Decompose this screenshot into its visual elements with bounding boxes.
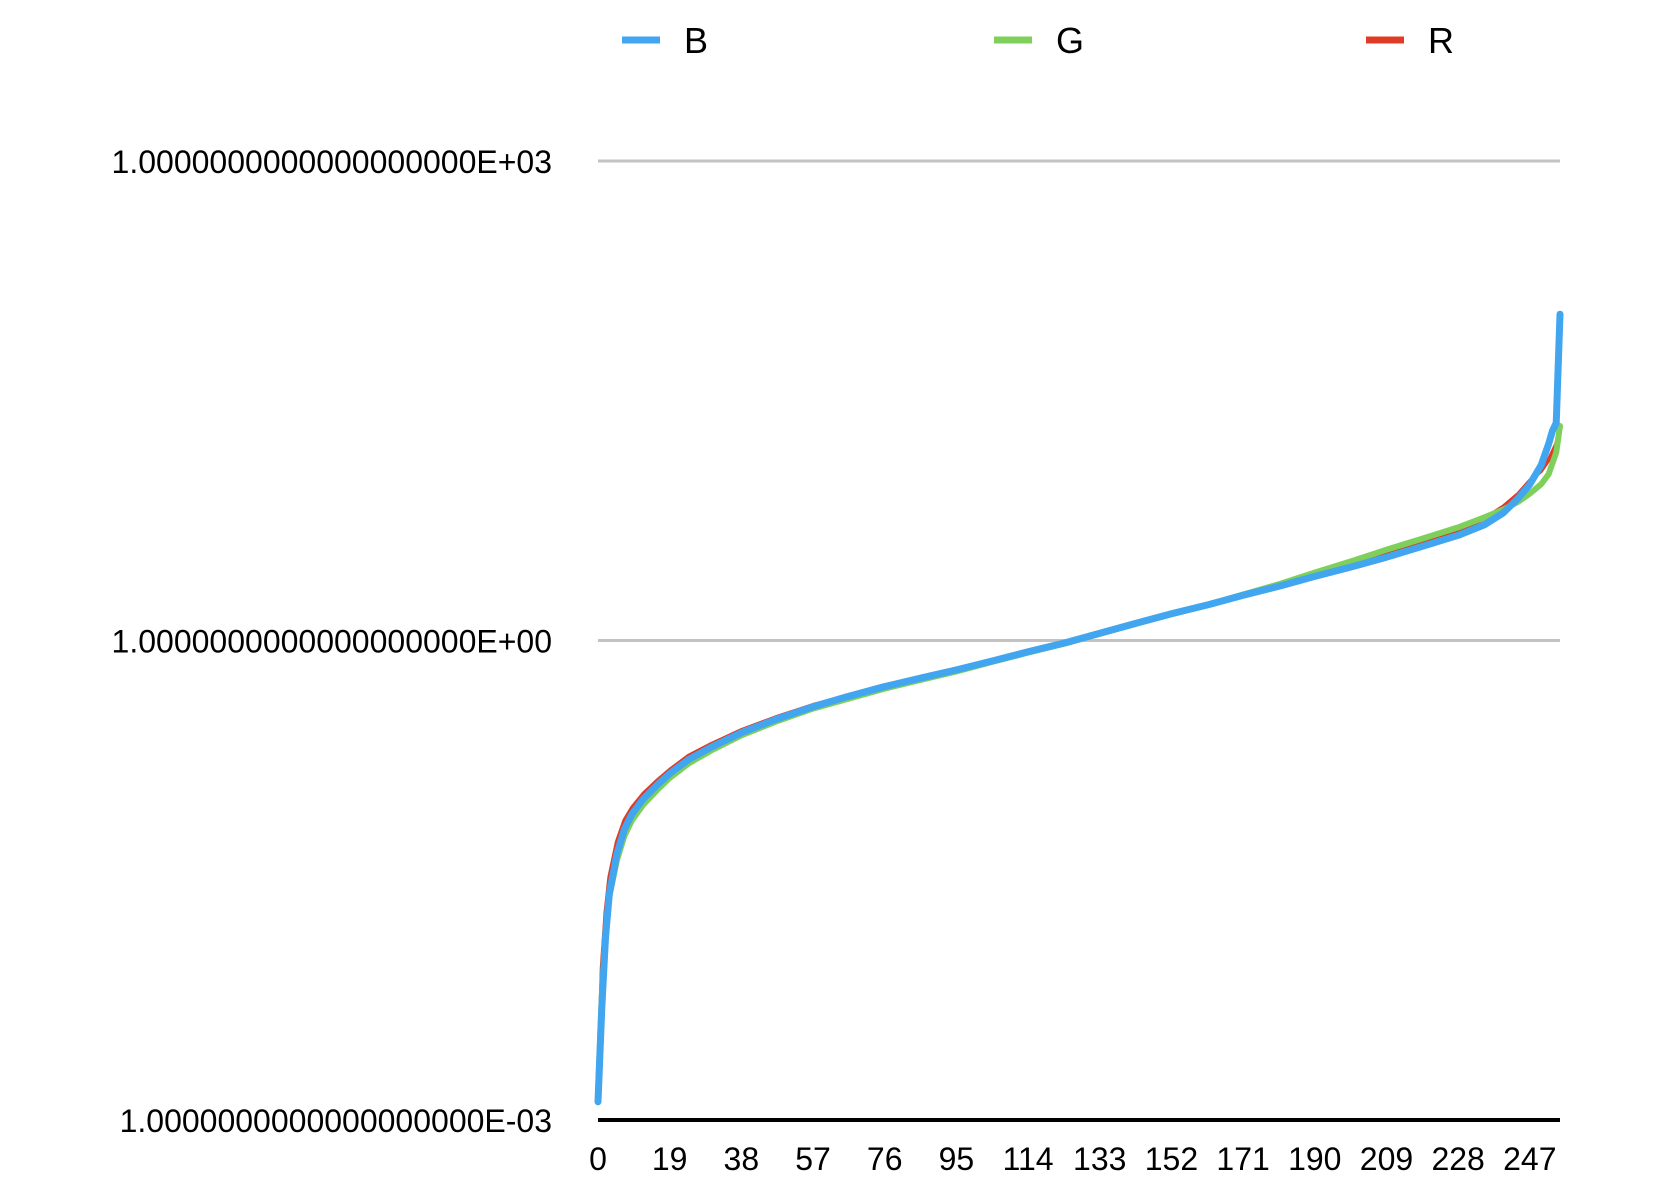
series-line-r xyxy=(596,423,1562,1094)
x-tick-label: 95 xyxy=(939,1141,975,1177)
legend-label: B xyxy=(684,20,708,61)
series-line-g xyxy=(595,422,1563,1095)
legend-item-g: G xyxy=(994,20,1084,61)
y-tick-label: 1.0000000000000000000E+00 xyxy=(112,624,552,660)
x-tick-labels: 0 19 38 57 76 95 114 133 152 171 190 209 228 247 xyxy=(589,1141,1556,1177)
legend-label: R xyxy=(1428,20,1454,61)
y-tick-label: 1.0000000000000000000E-03 xyxy=(120,1103,552,1139)
x-tick-label: 190 xyxy=(1288,1141,1341,1177)
legend-item-b: B xyxy=(622,20,708,61)
x-tick-label: 152 xyxy=(1145,1141,1198,1177)
y-tick-labels: 1.0000000000000000000E-03 1.0000000000000… xyxy=(112,144,552,1139)
legend-item-r: R xyxy=(1366,20,1454,61)
x-tick-label: 247 xyxy=(1503,1141,1556,1177)
x-tick-label: 19 xyxy=(652,1141,688,1177)
x-tick-label: 76 xyxy=(867,1141,903,1177)
series-line-b xyxy=(594,310,1564,1106)
x-tick-label: 228 xyxy=(1431,1141,1484,1177)
gridlines xyxy=(598,159,1560,642)
x-tick-label: 38 xyxy=(724,1141,760,1177)
x-tick-label: 0 xyxy=(589,1141,607,1177)
x-tick-label: 209 xyxy=(1360,1141,1413,1177)
series-lines xyxy=(594,310,1564,1106)
legend-label: G xyxy=(1056,20,1084,61)
x-tick-label: 57 xyxy=(795,1141,831,1177)
x-tick-label: 133 xyxy=(1073,1141,1126,1177)
x-tick-label: 114 xyxy=(1003,1141,1054,1177)
x-tick-label: 171 xyxy=(1216,1141,1269,1177)
y-tick-label: 1.0000000000000000000E+03 xyxy=(112,144,552,180)
